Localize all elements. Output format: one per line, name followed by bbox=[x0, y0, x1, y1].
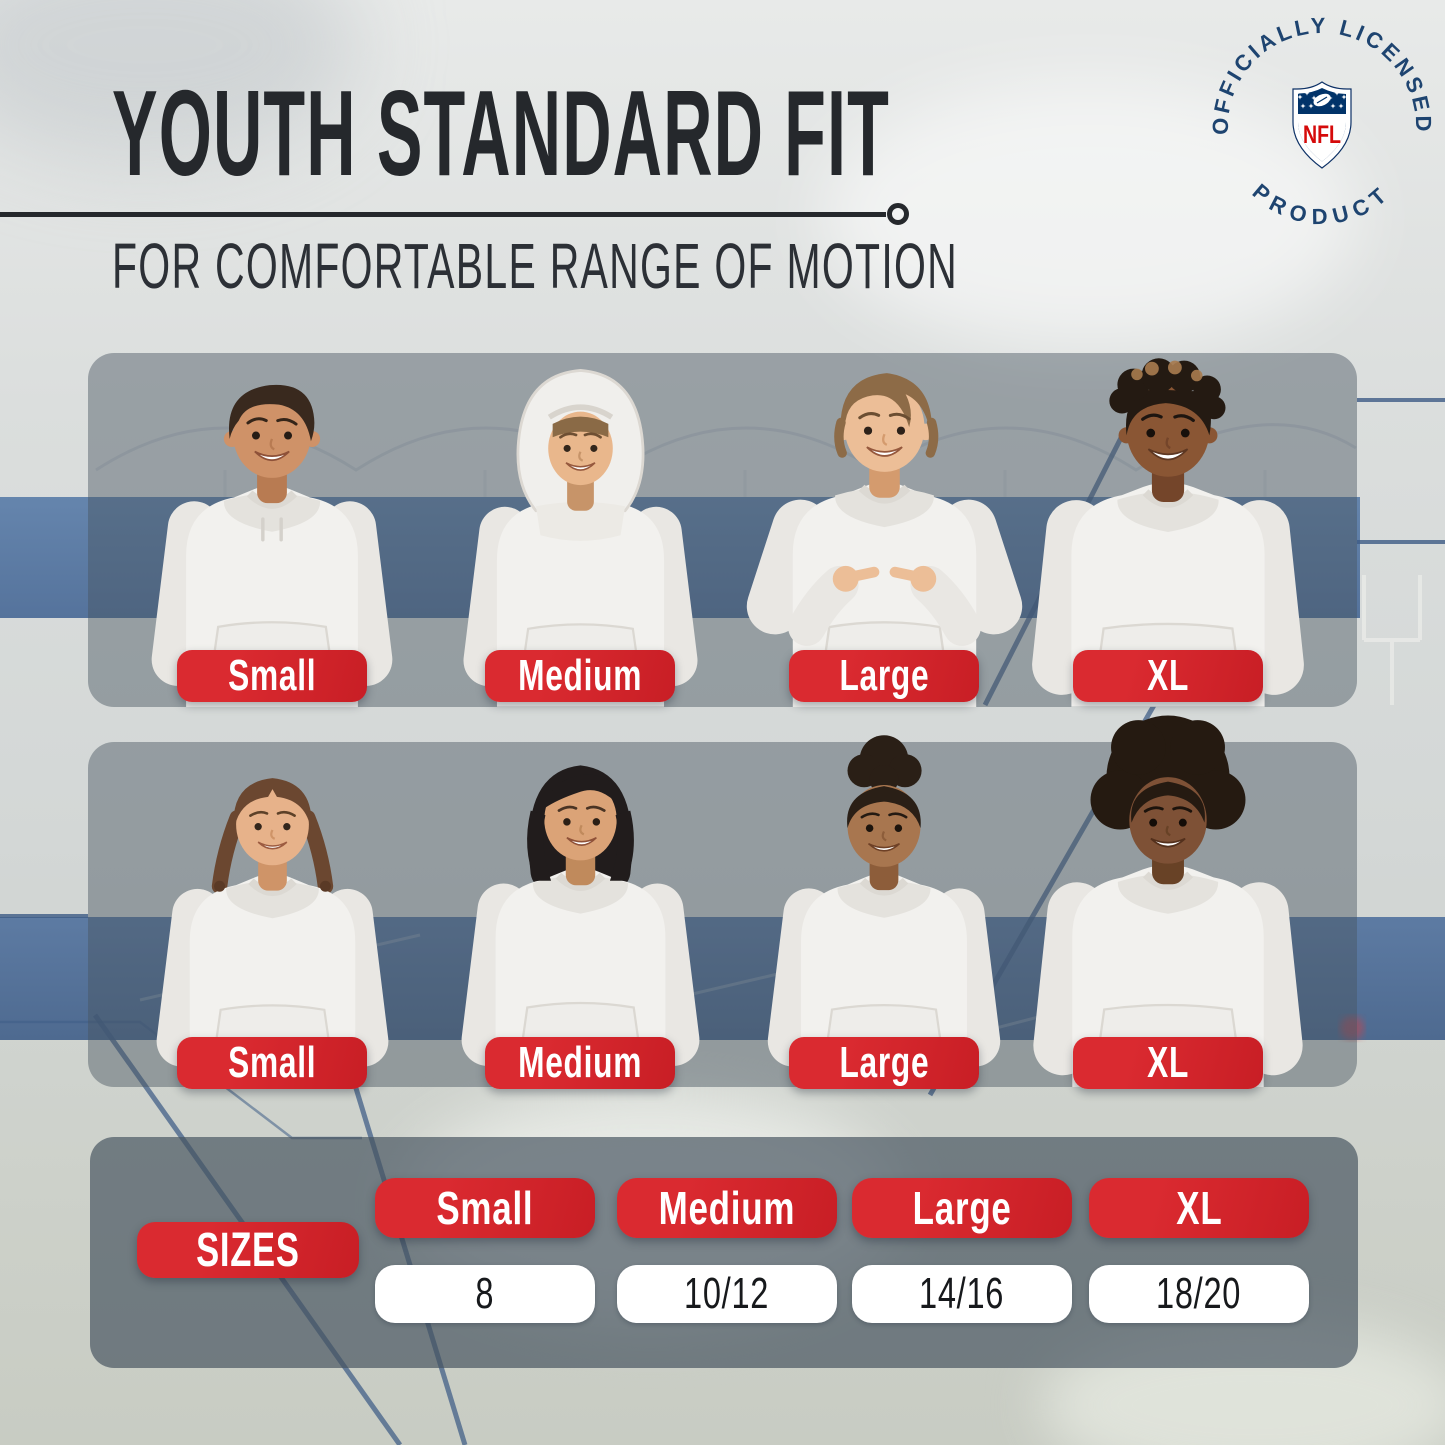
table-header-label: Small bbox=[436, 1182, 534, 1234]
shield-nfl-text: NFL bbox=[1303, 121, 1341, 149]
size-pill-girls-xl: XL bbox=[1073, 1037, 1263, 1089]
divider-end-ring bbox=[887, 203, 909, 225]
table-value-label: 10/12 bbox=[684, 1269, 770, 1318]
size-pill-label: Small bbox=[227, 651, 317, 700]
table-value-xl: 18/20 bbox=[1089, 1265, 1309, 1323]
table-value-large: 14/16 bbox=[852, 1265, 1072, 1323]
cloud-highlight bbox=[820, 80, 1360, 350]
table-value-small: 8 bbox=[375, 1265, 595, 1323]
sizes-row-header-label: SIZES bbox=[196, 1223, 300, 1277]
size-pill-boys-large: Large bbox=[789, 650, 979, 702]
size-pill-label: Small bbox=[227, 1038, 317, 1087]
table-value-label: 14/16 bbox=[919, 1269, 1005, 1318]
size-pill-label: Large bbox=[839, 1038, 929, 1087]
goalpost-lines bbox=[1362, 575, 1422, 705]
table-value-label: 18/20 bbox=[1156, 1269, 1242, 1318]
size-pill-boys-medium: Medium bbox=[485, 650, 675, 702]
page-subtitle: FOR COMFORTABLE RANGE OF MOTION bbox=[112, 230, 959, 302]
kid-photo-girl-medium bbox=[456, 713, 705, 1087]
shield-stars bbox=[1297, 90, 1347, 109]
size-pill-boys-small: Small bbox=[177, 650, 367, 702]
table-header-large: Large bbox=[852, 1178, 1072, 1238]
table-header-medium: Medium bbox=[617, 1178, 837, 1238]
kid-photo-girl-large bbox=[762, 722, 1006, 1087]
size-pill-boys-xl: XL bbox=[1073, 650, 1263, 702]
table-header-label: XL bbox=[1175, 1182, 1223, 1234]
size-pill-label: Large bbox=[839, 651, 929, 700]
kid-photo-girl-small bbox=[151, 723, 394, 1087]
size-pill-label: Medium bbox=[517, 651, 642, 700]
size-pill-label: XL bbox=[1147, 1038, 1189, 1087]
table-header-xl: XL bbox=[1089, 1178, 1309, 1238]
title-divider-line bbox=[0, 212, 886, 217]
nfl-shield-icon: NFL bbox=[1292, 81, 1352, 169]
table-header-label: Medium bbox=[658, 1182, 796, 1234]
table-value-label: 8 bbox=[475, 1269, 495, 1318]
table-header-label: Large bbox=[912, 1182, 1012, 1234]
size-pill-girls-small: Small bbox=[177, 1037, 367, 1089]
page-title: YOUTH STANDARD FIT bbox=[112, 65, 890, 201]
kid-photo-girl-xl bbox=[1031, 711, 1305, 1087]
size-pill-label: Medium bbox=[517, 1038, 642, 1087]
size-pill-girls-large: Large bbox=[789, 1037, 979, 1089]
size-pill-girls-medium: Medium bbox=[485, 1037, 675, 1089]
table-value-medium: 10/12 bbox=[617, 1265, 837, 1323]
table-header-small: Small bbox=[375, 1178, 595, 1238]
badge-arc-bottom-text: PRODUCT bbox=[1248, 179, 1396, 229]
nfl-license-badge: OFFICIALLY LICENSED PRODUCT bbox=[1208, 13, 1433, 229]
kid-photo-boy-large bbox=[708, 319, 1061, 707]
size-pill-label: XL bbox=[1147, 651, 1189, 700]
sizes-row-header: SIZES bbox=[137, 1222, 359, 1278]
